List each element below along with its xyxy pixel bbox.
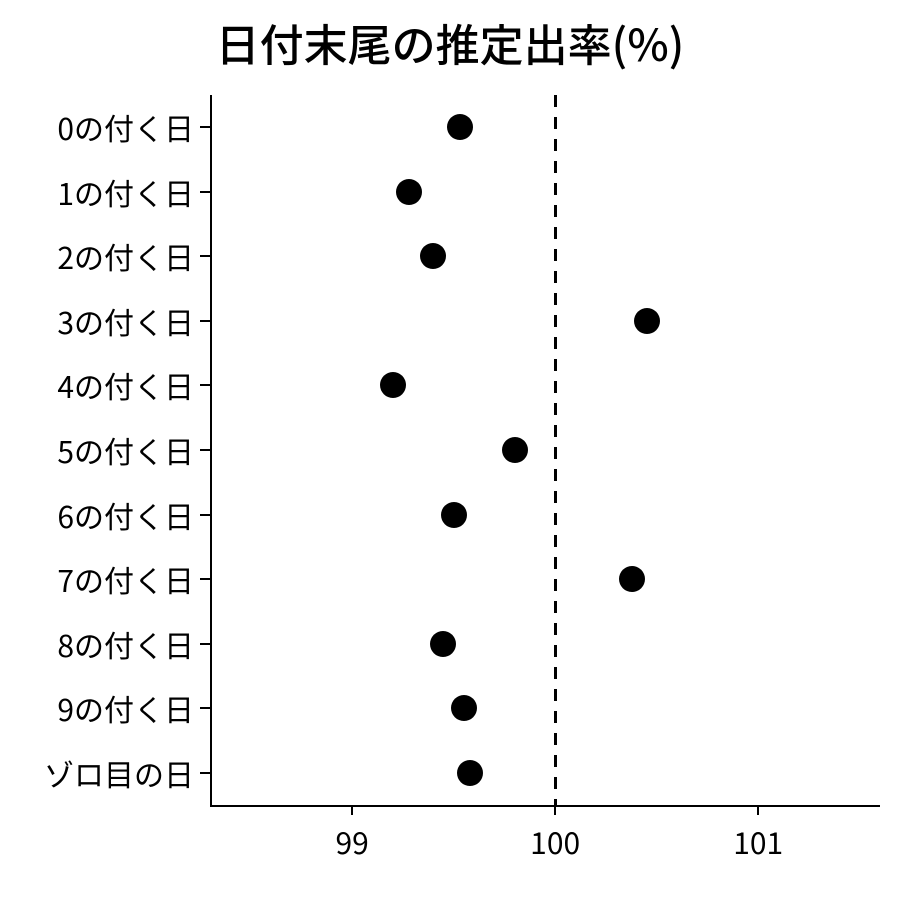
y-tick-mark [200,255,210,257]
y-tick-label: 5の付く日 [57,428,194,472]
data-point [502,437,528,463]
reference-line [554,95,557,805]
y-tick-label: 9の付く日 [57,686,194,730]
y-tick-mark [200,384,210,386]
data-point [396,179,422,205]
x-tick-label: 100 [530,819,580,863]
y-tick-label: 6の付く日 [57,493,194,537]
y-tick-mark [200,772,210,774]
y-tick-mark [200,643,210,645]
y-tick-mark [200,707,210,709]
y-tick-label: 1の付く日 [57,170,194,214]
data-point [634,308,660,334]
x-tick-label: 101 [733,819,783,863]
y-tick-label: 3の付く日 [57,299,194,343]
y-tick-label: ゾロ目の日 [44,751,194,795]
y-tick-label: 7の付く日 [57,557,194,601]
data-point [420,243,446,269]
y-tick-label: 4の付く日 [57,363,194,407]
x-tick-mark [351,805,353,815]
y-tick-mark [200,126,210,128]
y-tick-label: 2の付く日 [57,234,194,278]
y-axis-line [210,95,212,805]
y-tick-label: 0の付く日 [57,105,194,149]
data-point [430,631,456,657]
x-axis-line [210,805,880,807]
x-tick-mark [757,805,759,815]
y-tick-label: 8の付く日 [57,622,194,666]
data-point [380,372,406,398]
y-tick-mark [200,449,210,451]
data-point [451,695,477,721]
chart-title: 日付末尾の推定出率(%) [0,10,900,74]
x-tick-mark [554,805,556,815]
data-point [441,502,467,528]
data-point [457,760,483,786]
x-tick-label: 99 [335,819,368,863]
y-tick-mark [200,191,210,193]
y-tick-mark [200,578,210,580]
plot-area [210,95,880,805]
y-tick-mark [200,514,210,516]
data-point [447,114,473,140]
data-point [619,566,645,592]
y-tick-mark [200,320,210,322]
